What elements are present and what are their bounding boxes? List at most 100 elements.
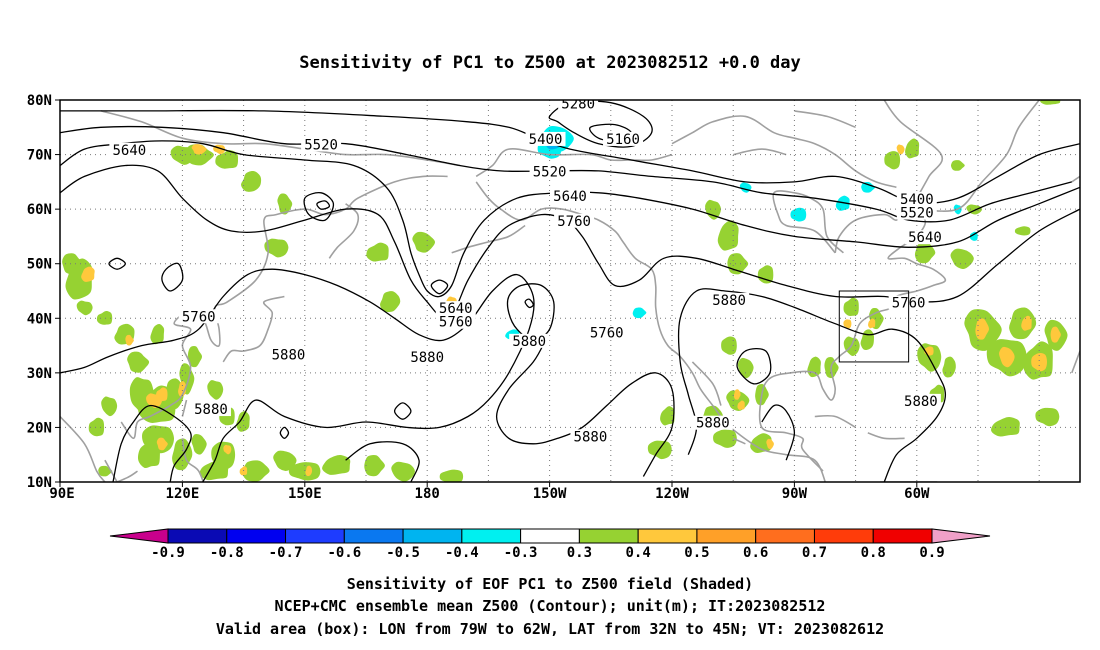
colorbar-segment xyxy=(402,528,463,544)
contour-label-backdrop xyxy=(896,191,937,206)
sensitivity-patch xyxy=(156,387,168,402)
lat-tick-label: 20N xyxy=(27,420,52,436)
contour-label-backdrop xyxy=(896,205,937,220)
sensitivity-patch xyxy=(241,171,262,192)
z500-contour-line xyxy=(60,125,1072,223)
colorbar-segment xyxy=(813,528,874,544)
lon-tick-label: 120W xyxy=(655,486,689,502)
sensitivity-patch xyxy=(125,334,134,346)
colorbar-low-arrow xyxy=(109,528,169,544)
z500-contour-line xyxy=(495,339,675,477)
sensitivity-patch xyxy=(242,460,270,482)
sensitivity-patch xyxy=(766,438,774,450)
contour-label: 5640 xyxy=(553,189,587,205)
sensitivity-patch xyxy=(391,461,415,482)
coastline xyxy=(60,415,106,482)
contour-label: 5880 xyxy=(696,416,730,432)
contour-label-backdrop xyxy=(109,142,150,157)
sensitivity-patch xyxy=(757,265,774,284)
sensitivity-patch xyxy=(366,242,389,262)
map-frame xyxy=(59,99,1081,483)
contour-label-backdrop xyxy=(709,292,750,307)
contour-labels: 5280516054005520564057605520564056405760… xyxy=(109,96,945,445)
map-panel: 5280516054005520564057605520564056405760… xyxy=(27,93,1081,502)
sensitivity-patch xyxy=(236,411,250,432)
lat-tick-label: 40N xyxy=(27,311,52,327)
sensitivity-patch xyxy=(1050,326,1061,343)
colorbar-high-arrow xyxy=(931,528,991,544)
sensitivity-patch xyxy=(868,318,876,329)
sensitivity-patch xyxy=(1021,315,1032,331)
sensitivity-patch xyxy=(705,199,721,220)
lat-tick-label: 50N xyxy=(27,257,52,273)
sensitivity-patch xyxy=(950,248,974,270)
sensitivity-patch xyxy=(380,291,401,313)
sensitivity-patch xyxy=(843,297,859,317)
contour-label: 5280 xyxy=(561,96,595,112)
lat-tick-label: 80N xyxy=(27,93,52,109)
lat-tick-label: 60N xyxy=(27,202,52,218)
valid-area-box xyxy=(838,290,910,363)
colorbar-segment xyxy=(461,528,522,544)
sensitivity-patch xyxy=(127,351,150,373)
z500-contour-line xyxy=(108,257,126,270)
sensitivity-patch xyxy=(322,454,351,475)
lon-tick-label: 90W xyxy=(782,486,808,502)
coastline xyxy=(104,459,118,482)
contour-label-backdrop xyxy=(570,429,611,444)
z500-contour-line xyxy=(393,402,412,420)
coastline xyxy=(867,432,905,440)
contour-label-backdrop xyxy=(268,347,309,362)
sensitivity-patch xyxy=(288,462,321,481)
coastline xyxy=(691,361,722,406)
z500-contour-line xyxy=(506,283,555,341)
colorbar-tick-label: -0.4 xyxy=(445,545,479,561)
sensitivity-patch xyxy=(277,193,293,215)
z500-contour-line xyxy=(736,347,772,385)
z500-contour-line xyxy=(279,426,290,439)
colorbar-tick-label: -0.7 xyxy=(269,545,303,561)
contour-label: 5760 xyxy=(557,214,591,230)
coastline xyxy=(120,175,448,440)
sensitivity-patch xyxy=(62,253,84,275)
contour-label-backdrop xyxy=(435,314,476,329)
sensitivity-patch xyxy=(137,439,161,468)
z500-contour-line xyxy=(430,279,449,295)
sensitivity-patch xyxy=(884,151,901,170)
coastline xyxy=(100,110,460,167)
contour-label: 5880 xyxy=(712,293,746,309)
z500-contour-line xyxy=(345,441,420,482)
sensitivity-patch xyxy=(975,318,990,340)
sensitivity-patch xyxy=(843,319,852,329)
z500-contour-line xyxy=(112,404,192,482)
sensitivity-patch xyxy=(273,450,297,471)
lon-tick-label: 90E xyxy=(49,486,74,502)
colorbar-segment xyxy=(226,528,287,544)
sensitivity-patch xyxy=(305,465,313,477)
contour-label-backdrop xyxy=(435,301,476,316)
colorbar-tick-label: -0.9 xyxy=(151,545,185,561)
sensitivity-patch xyxy=(750,433,772,454)
contour-label: 5520 xyxy=(304,137,338,153)
contour-label-backdrop xyxy=(178,309,219,324)
sensitivity-shading xyxy=(62,100,1068,482)
colorbar: -0.9 -0.8 -0.7 -0.6 -0.5 -0.4 -0.3 0.3 0.4 0.5 0.6… xyxy=(109,528,991,561)
colorbar-segment xyxy=(696,528,757,544)
contour-label: 5520 xyxy=(900,206,934,222)
latitude-axis: 80N 70N 60N 50N 40N 30N 20N 10N xyxy=(27,93,60,491)
sensitivity-patch xyxy=(76,300,93,316)
figure-title: Sensitivity of PC1 to Z500 at 2023082512… xyxy=(299,53,801,73)
colorbar-segment xyxy=(637,528,698,544)
sensitivity-patch xyxy=(951,160,965,171)
sensitivity-patch xyxy=(439,469,464,482)
colorbar-segment xyxy=(520,528,580,544)
coastline xyxy=(181,438,205,482)
sensitivity-patch xyxy=(96,310,113,325)
colorbar-tick-label: 0.7 xyxy=(802,545,827,561)
sensitivity-patch xyxy=(264,238,289,258)
contour-label: 5520 xyxy=(533,165,567,181)
contour-label: 5880 xyxy=(272,347,306,363)
colorbar-tick-label: -0.6 xyxy=(327,545,361,561)
sensitivity-patch xyxy=(163,378,184,410)
colorbar-tick-label: -0.5 xyxy=(386,545,420,561)
